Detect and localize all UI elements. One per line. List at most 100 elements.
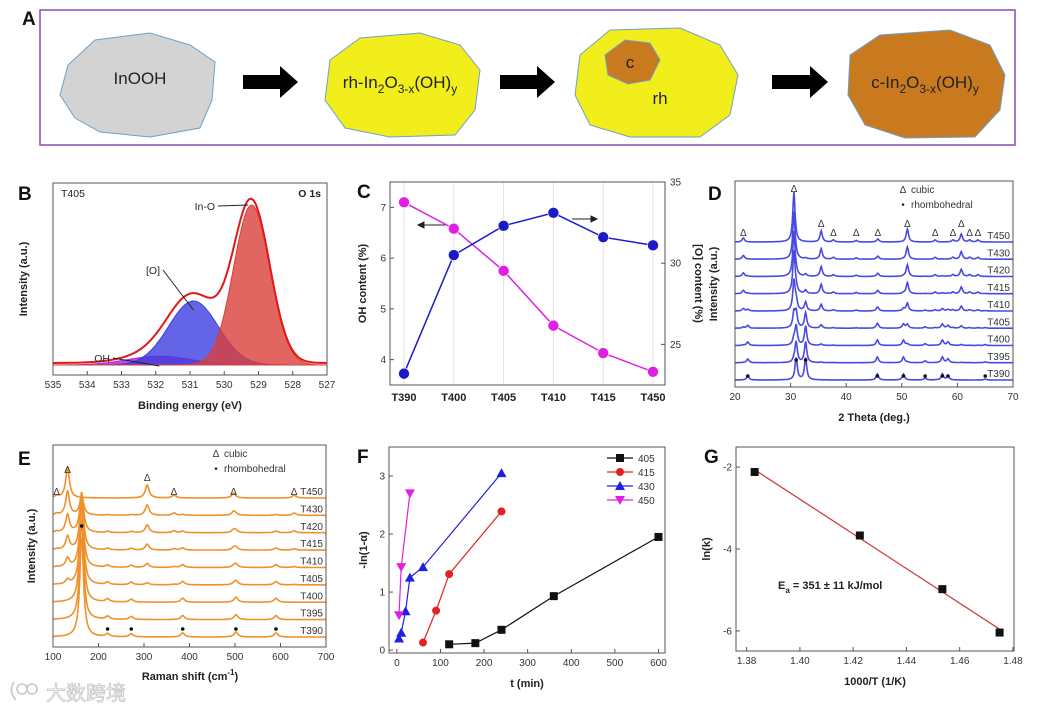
x-tick-label: 300: [519, 658, 536, 669]
y-tick-label: -6: [723, 626, 732, 637]
x-axis-label: Raman shift (cm-1): [142, 668, 239, 683]
x-tick-label: 529: [250, 380, 267, 391]
series-line: [449, 536, 659, 645]
activation-energy-annotation: Ea = 351 ± 11 kJ/mol: [778, 580, 882, 595]
cubic-marker-icon: Δ: [740, 228, 747, 239]
label-part: c-In: [871, 73, 899, 92]
y-tick-label: 4: [380, 355, 386, 366]
rhombohedral-marker-icon: [901, 374, 906, 378]
x-tick-label: 527: [319, 380, 336, 391]
data-point: [750, 467, 759, 476]
series-415: 415: [419, 468, 655, 647]
category-label: T405: [491, 392, 516, 404]
cubic-marker-icon: Δ: [230, 487, 237, 498]
legend-label: rhombohedral: [224, 464, 286, 475]
panel-c-content: T390 T400 T405 T410 T415 T450 4 5 6 7 OH content (…: [357, 178, 704, 405]
spectrum-T405: [735, 307, 1013, 329]
label-part: (OH): [414, 73, 451, 92]
spectrum-T400: [735, 323, 1013, 347]
sample-label: T410: [300, 557, 323, 568]
y-axis-label: OH content (%): [357, 243, 369, 323]
sample-label: T405: [300, 574, 323, 585]
triangle-down-marker: [396, 563, 407, 573]
label-part: y: [973, 82, 979, 96]
cubic-marker-icon: Δ: [171, 487, 178, 498]
rhombohedral-marker-icon: [234, 627, 238, 631]
legend-label: 430: [638, 482, 655, 493]
data-point: [398, 196, 410, 209]
label-part: rh-In: [343, 73, 378, 92]
x-tick-label: 40: [841, 392, 853, 403]
square-marker: [445, 640, 454, 649]
sample-label: T415: [987, 283, 1010, 294]
cubic-marker-icon: Δ: [291, 487, 298, 498]
data-point: [547, 319, 560, 332]
rhombohedral-marker-icon: [983, 374, 987, 378]
triangle-up-marker: [496, 468, 507, 478]
y-tick-label: -2: [723, 463, 732, 474]
x-tick-label: 1.40: [790, 656, 810, 667]
x-tick-label: 528: [284, 380, 301, 391]
x-label-main: Raman shift (cm: [142, 671, 228, 683]
peak-annotation: OH: [94, 353, 110, 365]
square-marker: [654, 532, 663, 541]
rhombohedral-marker-icon: [940, 374, 945, 378]
x-tick-label: 533: [113, 380, 130, 391]
y2-tick-label: 35: [670, 178, 682, 189]
label-part: y: [451, 82, 457, 96]
triangle-up-marker: [615, 481, 625, 490]
rhombohedral-marker-icon: [946, 374, 950, 378]
stage-mixed: crh: [574, 27, 739, 138]
rhombohedral-marker-icon: [875, 374, 880, 378]
spectrum-title: O 1s: [298, 188, 321, 200]
x-tick-label: 100: [432, 658, 449, 669]
x-tick-label: 400: [181, 652, 198, 663]
category-label: T450: [640, 392, 665, 404]
stage-rh: rh-In2O3-x(OH)y: [324, 32, 481, 138]
sample-label: T395: [300, 609, 323, 620]
x-tick-label: 100: [45, 652, 62, 663]
arrow-right-icon: [572, 215, 599, 223]
stage-label: rh: [652, 89, 667, 108]
y-tick-label: 0: [379, 646, 385, 657]
legend-label: 415: [638, 468, 655, 479]
legend-label: 450: [638, 496, 655, 507]
cubic-marker-icon: Δ: [853, 228, 860, 239]
y2-axis-label: [O] content (%): [692, 244, 704, 323]
series-line: [403, 212, 654, 374]
triangle-up-marker: [394, 633, 405, 643]
peak-annotation: In-O: [195, 201, 215, 213]
x-tick-label: 700: [318, 652, 335, 663]
sample-label: T390: [300, 626, 323, 637]
rhombohedral-marker-icon: [274, 627, 278, 631]
schematic-border: [39, 9, 1016, 146]
x-tick-label: 400: [563, 658, 580, 669]
stage-label: c-In2O3-x(OH)y: [871, 73, 979, 96]
sample-label: T390: [987, 369, 1010, 380]
sample-label: T430: [300, 504, 323, 515]
y-tick-label: 7: [380, 203, 386, 214]
x-tick-label: 531: [182, 380, 199, 391]
panel-label-c: C: [357, 182, 371, 203]
rhombohedral-marker-icon: [745, 374, 750, 378]
arrow-right-icon: [243, 66, 298, 98]
panel-label-f: F: [357, 447, 369, 468]
cubic-marker-icon: Δ: [144, 473, 151, 484]
spectrum-T415: [52, 494, 326, 551]
x-tick-label: 1.38: [737, 656, 757, 667]
label-part: 3-x: [398, 82, 415, 96]
x-label-end: ): [235, 671, 239, 683]
y-axis-label: -ln(1-α): [358, 531, 370, 569]
x-axis-label: 1000/T (1/K): [844, 676, 906, 688]
cubic-marker-icon: Δ: [932, 228, 939, 239]
data-point: [447, 249, 460, 261]
y-tick-label: 1: [379, 588, 385, 599]
square-marker: [471, 639, 480, 648]
circle-marker: [432, 606, 441, 615]
cubic-marker-icon: Δ: [818, 219, 825, 230]
data-point: [647, 366, 659, 378]
panel-label-e: E: [18, 449, 31, 470]
x-tick-label: 50: [896, 392, 908, 403]
spectrum-T415: [735, 250, 1013, 295]
data-point: [447, 222, 460, 235]
